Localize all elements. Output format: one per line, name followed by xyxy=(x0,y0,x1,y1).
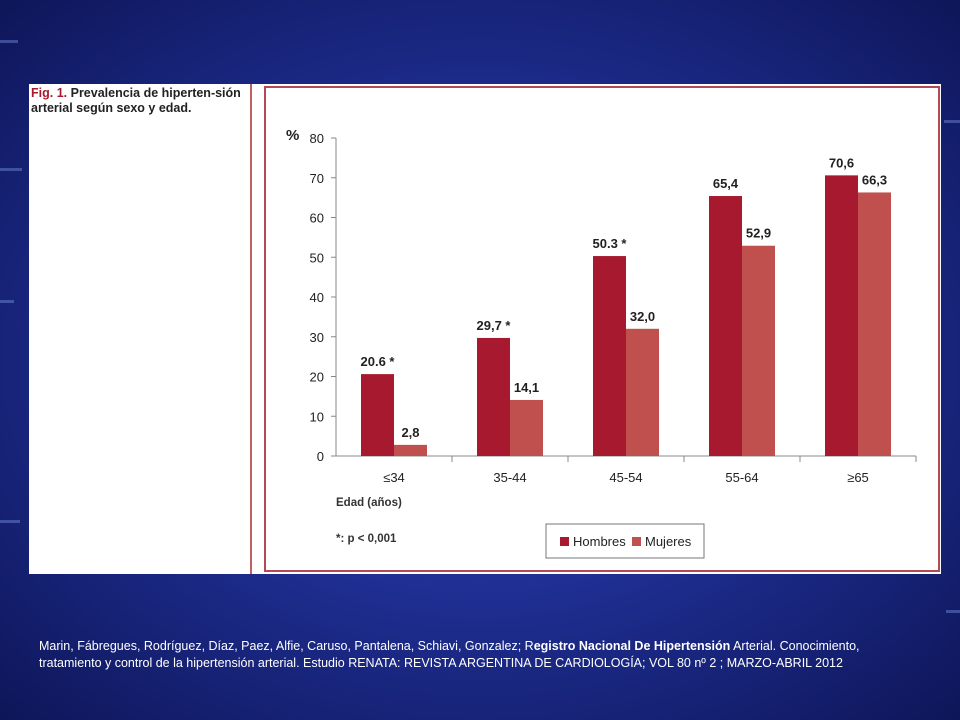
y-tick-label: 40 xyxy=(310,290,324,305)
y-tick-label: 50 xyxy=(310,250,324,265)
citation-authors: Marin, Fábregues, Rodríguez, Díaz, Paez,… xyxy=(39,639,534,653)
bar-mujeres xyxy=(626,328,659,456)
y-tick-label: 60 xyxy=(310,211,324,226)
x-tick-label: ≤34 xyxy=(383,470,405,485)
bar-chart: % 0 10 20 30 40 50 60 70 80 ≤34 20.6 * 2,8 35-44 29,7 … xyxy=(286,127,917,559)
divider-line xyxy=(250,84,252,574)
bar-mujeres xyxy=(742,245,775,456)
bar-hombres xyxy=(825,175,858,456)
data-label: 32,0 xyxy=(630,309,655,324)
figure-label: Fig. 1. xyxy=(31,86,68,100)
background-streak xyxy=(946,610,960,613)
x-axis-label: Edad (años) xyxy=(336,497,402,509)
background-streak xyxy=(0,520,20,523)
figure-caption: Fig. 1. Prevalencia de hiperten-sión art… xyxy=(31,86,246,116)
y-tick-label: 10 xyxy=(310,409,324,424)
citation-title-bold: egistro Nacional De Hipertensión xyxy=(533,639,731,653)
data-label: 65,4 xyxy=(713,176,739,191)
bar-mujeres xyxy=(394,444,427,456)
bar-mujeres xyxy=(858,192,891,456)
figure-title: Prevalencia de hiperten-sión arterial se… xyxy=(31,86,241,115)
data-label: 52,9 xyxy=(746,226,771,241)
background-streak xyxy=(944,120,960,123)
legend-box xyxy=(545,523,705,559)
bar-hombres xyxy=(593,256,626,456)
background-streak xyxy=(0,300,14,303)
data-label: 14,1 xyxy=(514,380,539,395)
x-tick-label: 35-44 xyxy=(493,470,526,485)
legend-label-hombres: Hombres xyxy=(573,534,626,549)
legend-label-mujeres: Mujeres xyxy=(645,534,692,549)
y-tick-label: 80 xyxy=(310,131,324,146)
y-axis-label: % xyxy=(286,127,299,144)
x-tick-label: ≥65 xyxy=(847,470,869,485)
legend-swatch-hombres xyxy=(560,537,569,546)
bar-hombres xyxy=(477,337,510,456)
background-streak xyxy=(0,40,18,43)
y-tick-label: 30 xyxy=(310,330,324,345)
citation: Marin, Fábregues, Rodríguez, Díaz, Paez,… xyxy=(39,638,919,672)
data-label: 20.6 * xyxy=(361,354,396,369)
y-tick-label: 0 xyxy=(317,449,324,464)
bar-hombres xyxy=(361,374,394,456)
y-tick-label: 20 xyxy=(310,370,324,385)
data-label: 70,6 xyxy=(829,155,854,170)
y-tick-label: 70 xyxy=(310,171,324,186)
data-label: 66,3 xyxy=(862,172,887,187)
citation-source: Arterial. Conocimiento, tratamiento y co… xyxy=(39,639,860,670)
bar-hombres xyxy=(709,196,742,456)
x-tick-label: 55-64 xyxy=(725,470,758,485)
bar-mujeres xyxy=(510,399,543,456)
footnote: *: p < 0,001 xyxy=(336,533,397,545)
background-streak xyxy=(0,168,22,171)
data-label: 2,8 xyxy=(401,425,419,440)
data-label: 50.3 * xyxy=(593,236,628,251)
x-tick-label: 45-54 xyxy=(609,470,642,485)
data-label: 29,7 * xyxy=(477,318,512,333)
legend-swatch-mujeres xyxy=(632,537,641,546)
chart-container: % 0 10 20 30 40 50 60 70 80 ≤34 20.6 * 2,8 35-44 29,7 … xyxy=(264,86,940,572)
